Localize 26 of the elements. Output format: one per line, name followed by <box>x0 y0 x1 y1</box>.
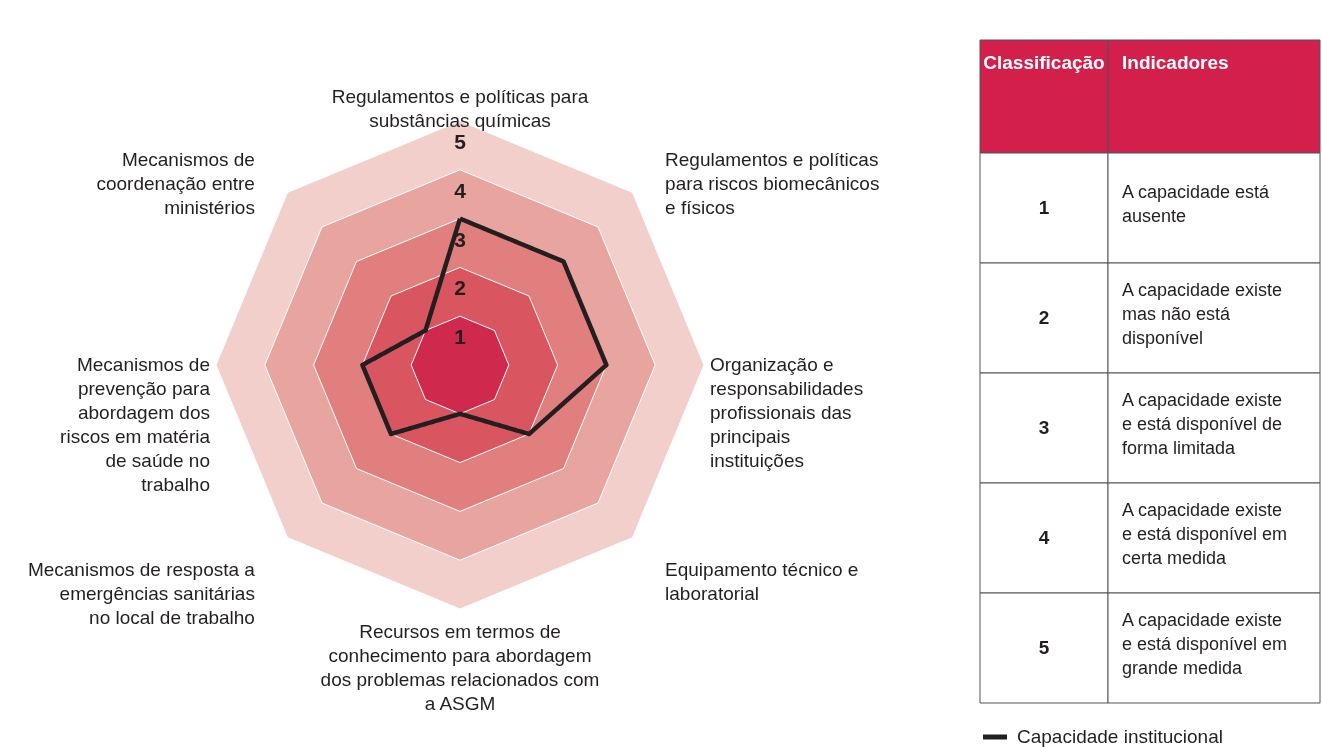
text: 4 <box>1038 527 1050 548</box>
spoke-label: Mecanismos de resposta a emergências sanitárias no local de trabalho <box>27 559 256 629</box>
spoke-label: Mecanismos de coordenação entre ministérios <box>96 148 255 218</box>
spoke-label: Organização e responsabilidades profissionais das principais instituições <box>710 354 864 471</box>
text: 3 <box>1038 417 1050 438</box>
text: Classificação <box>983 52 1105 73</box>
text: A capacidade existe mas não está disponível <box>1122 280 1283 348</box>
text: A capacidade existe e está disponível em grande medida <box>1122 610 1288 678</box>
text: Indicadores <box>1122 52 1229 73</box>
spoke-label: Equipamento técnico e laboratorial <box>665 559 859 605</box>
text: 5 <box>1038 637 1050 658</box>
text: A capacidade está ausente <box>1122 182 1271 226</box>
spoke-label: Recursos em termos de conhecimento para abordagem dos problemas relacionados com a ASGM <box>320 621 600 714</box>
y-tick-label: 4 <box>454 178 467 202</box>
text: A capacidade existe e está disponível de forma limitada <box>1122 390 1283 458</box>
text: 2 <box>1038 307 1050 328</box>
text: A capacidade existe e está disponível em certa medida <box>1122 500 1288 568</box>
spoke-label: Regulamentos e políticas para riscos biomecânicos e físicos <box>665 148 880 218</box>
legend-label: Capacidade institucional <box>1017 726 1223 747</box>
y-tick-label: 5 <box>454 130 467 153</box>
y-tick-label: 1 <box>454 325 467 349</box>
spoke-label: Regulamentos e políticas para substâncias químicas <box>331 86 589 131</box>
y-tick-label: 2 <box>454 276 466 300</box>
spoke-label: Mecanismos de prevenção para abordagem dos riscos em matéria de saúde no trabalho <box>60 354 211 495</box>
y-tick-label: 3 <box>454 227 466 251</box>
text: 1 <box>1038 197 1050 218</box>
